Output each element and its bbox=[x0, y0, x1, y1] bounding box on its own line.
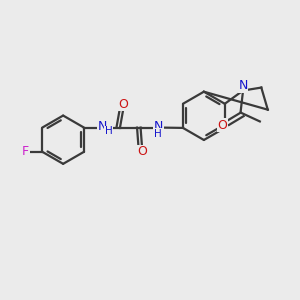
Text: H: H bbox=[154, 128, 162, 139]
Text: N: N bbox=[98, 120, 107, 133]
Text: N: N bbox=[154, 120, 163, 133]
Text: O: O bbox=[217, 119, 227, 132]
Text: O: O bbox=[118, 98, 128, 111]
Text: O: O bbox=[137, 145, 147, 158]
Text: N: N bbox=[238, 79, 248, 92]
Text: F: F bbox=[22, 145, 29, 158]
Text: H: H bbox=[105, 126, 113, 136]
